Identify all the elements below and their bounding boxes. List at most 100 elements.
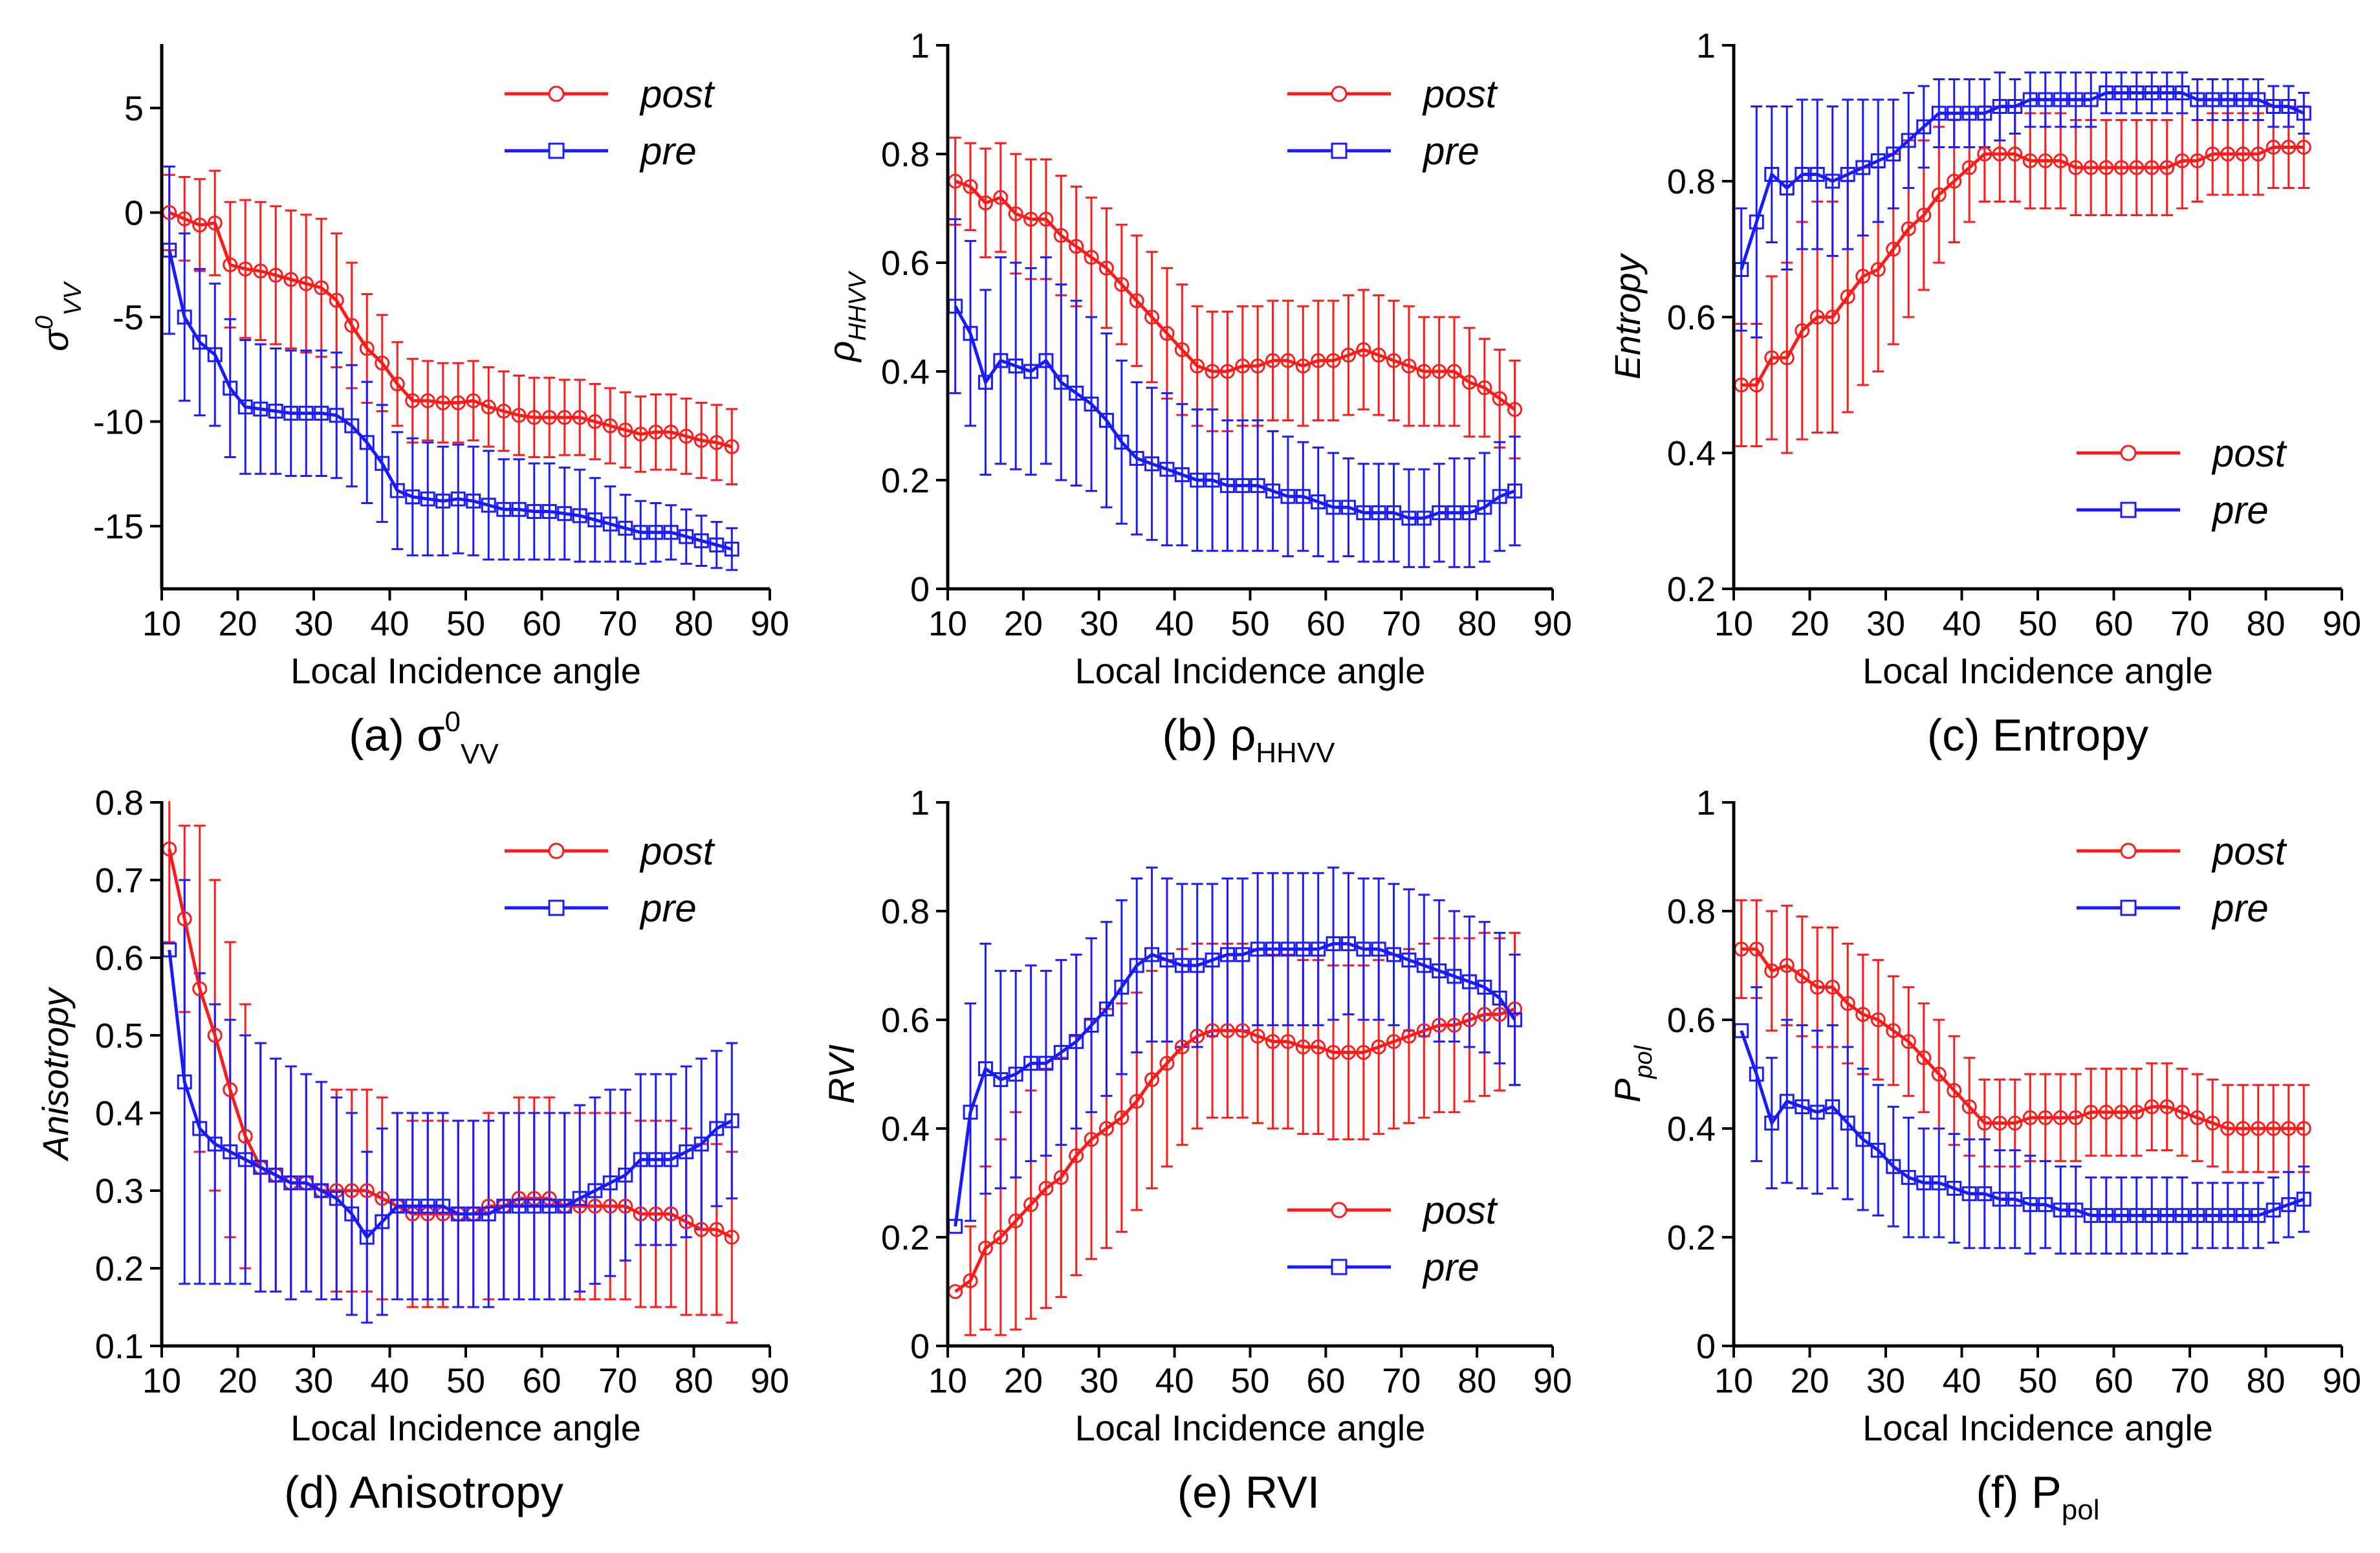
data-point-pre (253, 1160, 268, 1175)
data-point-pre (1144, 456, 1160, 472)
x-tick-label: 90 (2322, 1361, 2361, 1400)
data-point-pre (527, 503, 542, 519)
data-point-post (572, 410, 587, 425)
data-point-post (1779, 958, 1795, 973)
series-line-post (1741, 947, 2304, 1130)
data-point-pre (1235, 947, 1250, 962)
data-point-pre (2265, 1202, 2281, 1218)
data-point-pre (329, 1191, 344, 1206)
data-point-post (1114, 1110, 1130, 1125)
data-point-pre (2251, 1207, 2266, 1223)
data-point-post (1386, 1034, 1402, 1050)
x-tick-label: 40 (1942, 604, 1981, 643)
data-point-pre (2038, 92, 2053, 107)
data-point-pre (2038, 1197, 2053, 1213)
data-point-post (709, 1222, 725, 1237)
data-point-pre (1069, 386, 1084, 401)
data-point-post (977, 195, 993, 211)
data-point-pre (1961, 1186, 1977, 1202)
data-point-post (389, 376, 405, 391)
data-point-pre (1931, 105, 1947, 121)
data-point-pre (693, 533, 709, 549)
data-point-pre (1114, 434, 1130, 450)
data-point-post (237, 1129, 253, 1144)
data-point-post (1870, 262, 1886, 277)
data-point-pre (1311, 494, 1326, 510)
y-tick-label: 0 (910, 570, 930, 609)
data-point-post (2235, 1121, 2251, 1136)
data-point-pre (1931, 1175, 1947, 1191)
y-tick-label: 0.3 (95, 1172, 144, 1211)
x-tick-label: 90 (1533, 604, 1572, 643)
data-point-post (2190, 153, 2205, 168)
data-point-post (1069, 239, 1084, 254)
y-tick-label: 0.8 (95, 784, 144, 822)
data-point-post (1265, 353, 1281, 368)
y-tick-label: 0.6 (1667, 298, 1716, 337)
series-line-pre (954, 942, 1516, 1227)
y-tick-label: 0.4 (881, 1110, 930, 1149)
data-point-post (2174, 153, 2190, 168)
data-point-post (1795, 969, 1810, 984)
y-axis-title: ρHHVV (821, 270, 871, 363)
plot-area (1734, 899, 2311, 1255)
data-point-pre (993, 353, 1009, 368)
y-tick-label: 0.4 (881, 353, 930, 391)
data-point-post (1205, 364, 1220, 379)
x-tick-label: 20 (218, 1361, 257, 1400)
data-point-post (237, 261, 253, 277)
x-tick-label: 80 (1457, 1361, 1496, 1400)
data-point-pre (481, 498, 496, 513)
data-point-post (511, 408, 527, 423)
series-line-post (1741, 146, 2304, 387)
y-tick-label: 0 (1696, 1327, 1716, 1366)
data-point-post (1447, 364, 1462, 379)
data-point-pre (2129, 1207, 2145, 1223)
data-point-pre (587, 512, 603, 527)
data-point-post (2068, 160, 2084, 175)
x-tick-label: 10 (928, 1361, 967, 1400)
data-point-pre (2053, 1202, 2068, 1218)
x-axis-title: Local Incidence angle (1862, 1407, 2213, 1448)
data-point-post (693, 433, 709, 448)
data-point-pre (2174, 85, 2190, 100)
data-point-pre (1916, 119, 1932, 135)
data-point-post (633, 426, 648, 442)
data-point-pre (2251, 92, 2266, 107)
data-point-pre (2174, 1207, 2190, 1223)
data-point-post (1280, 353, 1296, 368)
x-tick-label: 90 (750, 604, 789, 643)
data-point-post (724, 439, 739, 454)
data-point-pre (1371, 942, 1386, 957)
data-point-post (963, 179, 978, 194)
data-point-pre (618, 1167, 633, 1183)
data-point-post (679, 1214, 694, 1229)
data-point-pre (268, 1167, 283, 1183)
legend-label-post: post (2211, 432, 2287, 475)
data-point-pre (2159, 85, 2175, 100)
x-tick-label: 80 (2246, 1361, 2285, 1400)
data-point-post (2022, 1110, 2038, 1125)
data-point-pre (557, 506, 573, 522)
data-point-pre (1340, 500, 1356, 515)
data-point-post (1855, 1007, 1871, 1022)
data-point-pre (2265, 99, 2281, 114)
legend-label-post: post (639, 72, 715, 116)
plot-area (162, 801, 739, 1324)
data-point-post (2220, 146, 2236, 162)
y-axis-title-sup: 0 (31, 316, 58, 329)
data-point-post (963, 1273, 978, 1288)
data-point-post (1825, 309, 1840, 325)
legend-marker-post (548, 843, 565, 859)
data-point-pre (1432, 505, 1447, 520)
legend-label-pre: pre (2211, 887, 2269, 930)
data-point-post (435, 395, 451, 410)
data-point-post (557, 410, 573, 425)
data-point-pre (648, 1152, 664, 1167)
x-axis-title: Local Incidence angle (290, 650, 641, 691)
data-point-pre (1250, 942, 1265, 957)
data-point-post (253, 263, 268, 279)
data-point-post (2251, 146, 2266, 162)
data-point-post (2129, 160, 2145, 175)
data-point-post (1416, 1023, 1432, 1039)
